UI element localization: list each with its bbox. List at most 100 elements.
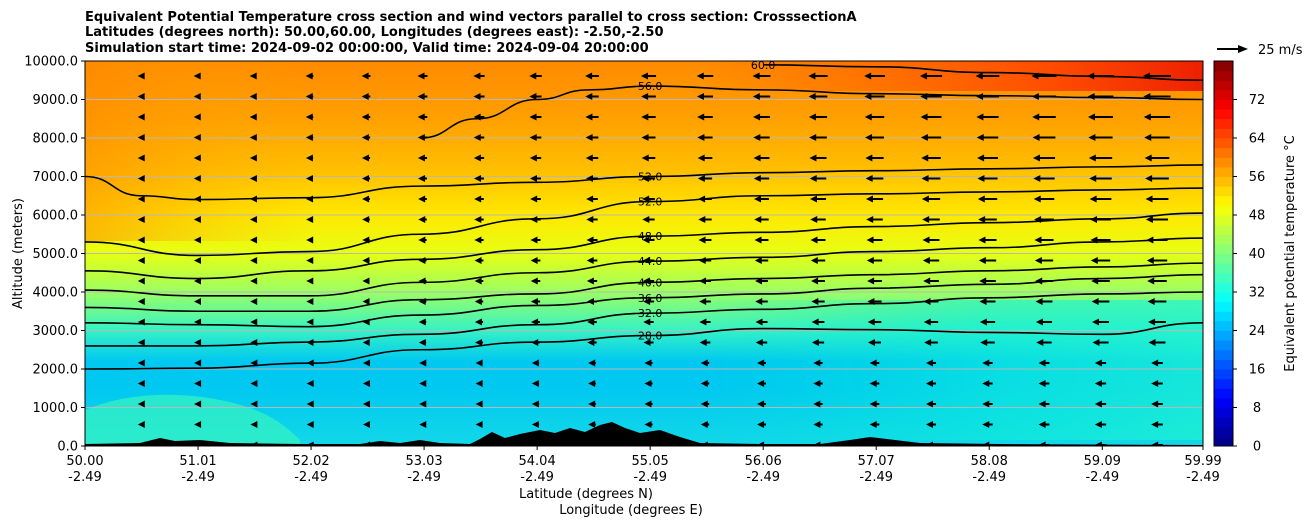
wind-vector-head [920, 113, 928, 121]
wind-vector [697, 113, 713, 121]
wind-vector [1146, 257, 1168, 264]
wind-vector [808, 113, 828, 121]
wind-vector-head [979, 318, 987, 326]
wind-vector [808, 72, 828, 80]
wind-vector [1035, 318, 1053, 326]
wind-vector-head [869, 380, 877, 387]
wind-vector-head [250, 298, 258, 305]
quiver-key-arrowhead [1238, 45, 1248, 53]
wind-vector-head [1090, 236, 1098, 244]
wind-vector-head [1087, 72, 1095, 80]
wind-vector [698, 277, 712, 285]
wind-vector-head [925, 421, 933, 428]
wind-vector [979, 277, 996, 285]
wind-vector-head [137, 195, 145, 203]
wind-vector [1033, 195, 1055, 203]
wind-vector [193, 93, 201, 100]
wind-vector [1094, 421, 1107, 428]
wind-vector-head [869, 400, 877, 408]
colorbar-tick-label: 56 [1249, 170, 1266, 185]
wind-vector [1142, 72, 1172, 80]
wind-vector [305, 113, 314, 121]
wind-vector [418, 298, 427, 305]
wind-vector-head [755, 339, 763, 346]
wind-vector [585, 134, 599, 141]
wind-vector [1035, 298, 1053, 305]
wind-vector-head [1032, 154, 1040, 162]
wind-vector-head [417, 134, 425, 141]
wind-vector-head [1142, 72, 1150, 80]
wind-vector [531, 318, 540, 326]
wind-vector-head [306, 236, 314, 244]
y-tick-label: 8000.0 [33, 132, 79, 147]
wind-vector [306, 298, 314, 305]
wind-vector-head [920, 93, 928, 100]
wind-vector [305, 134, 314, 141]
wind-vector [194, 339, 202, 346]
wind-vector [473, 72, 485, 80]
wind-vector [250, 298, 258, 305]
wind-vector [755, 298, 768, 305]
wind-vector [925, 421, 937, 428]
wind-vector [417, 154, 428, 162]
colorbar-segment [1214, 330, 1233, 341]
wind-vector [1146, 236, 1168, 244]
wind-vector [925, 400, 937, 408]
quiver-key-label: 25 m/s [1258, 43, 1303, 58]
wind-vector [530, 216, 541, 223]
wind-vector-head [530, 195, 538, 203]
wind-vector-head [1146, 236, 1154, 244]
wind-vector-head [306, 298, 314, 305]
wind-vector [137, 318, 145, 326]
wind-vector [193, 216, 201, 223]
x-tick-label-lat: 56.06 [745, 454, 782, 469]
wind-vector [642, 277, 655, 285]
wind-vector-head [585, 72, 593, 80]
wind-vector [1148, 318, 1166, 326]
wind-vector-head [306, 257, 314, 264]
wind-vector-head [137, 359, 145, 367]
wind-vector-head [810, 257, 818, 264]
colorbar-segment [1214, 407, 1233, 418]
wind-vector [869, 380, 880, 387]
wind-vector-head [809, 134, 817, 141]
wind-vector [474, 277, 484, 285]
wind-vector [752, 93, 771, 100]
wind-vector [1034, 236, 1054, 244]
wind-vector-head [475, 421, 483, 428]
wind-vector-head [813, 400, 821, 408]
wind-vector [1091, 298, 1110, 305]
contour-label: 44.0 [638, 255, 663, 268]
x-tick-label-lon: -2.49 [859, 470, 893, 485]
quiver-key: 25 m/s [1217, 43, 1303, 58]
wind-vector-head [811, 339, 819, 346]
wind-vector [757, 400, 766, 408]
wind-vector [700, 359, 710, 367]
wind-vector-head [1034, 216, 1042, 223]
wind-vector [530, 257, 541, 264]
wind-vector-head [1145, 175, 1153, 182]
wind-vector-head [698, 216, 706, 223]
wind-vector-head [588, 380, 596, 387]
wind-vector-head [305, 134, 313, 141]
x-tick-label-lat: 55.05 [632, 454, 669, 469]
wind-vector [1034, 257, 1054, 264]
wind-vector-head [809, 175, 817, 182]
wind-vector [924, 339, 938, 346]
wind-vector [810, 236, 826, 244]
wind-vector-head [753, 154, 761, 162]
wind-vector-head [586, 277, 594, 285]
wind-vector [982, 421, 993, 428]
wind-vector [869, 400, 880, 408]
wind-vector-head [306, 400, 314, 408]
wind-vector-head [137, 400, 145, 408]
wind-vector [473, 134, 485, 141]
wind-vector-head [755, 318, 763, 326]
wind-vector [530, 277, 541, 285]
wind-vector-head [1089, 195, 1097, 203]
wind-vector-head [418, 257, 426, 264]
wind-vector-head [193, 154, 201, 162]
wind-vector-head [696, 72, 704, 80]
wind-vector-head [137, 339, 145, 346]
